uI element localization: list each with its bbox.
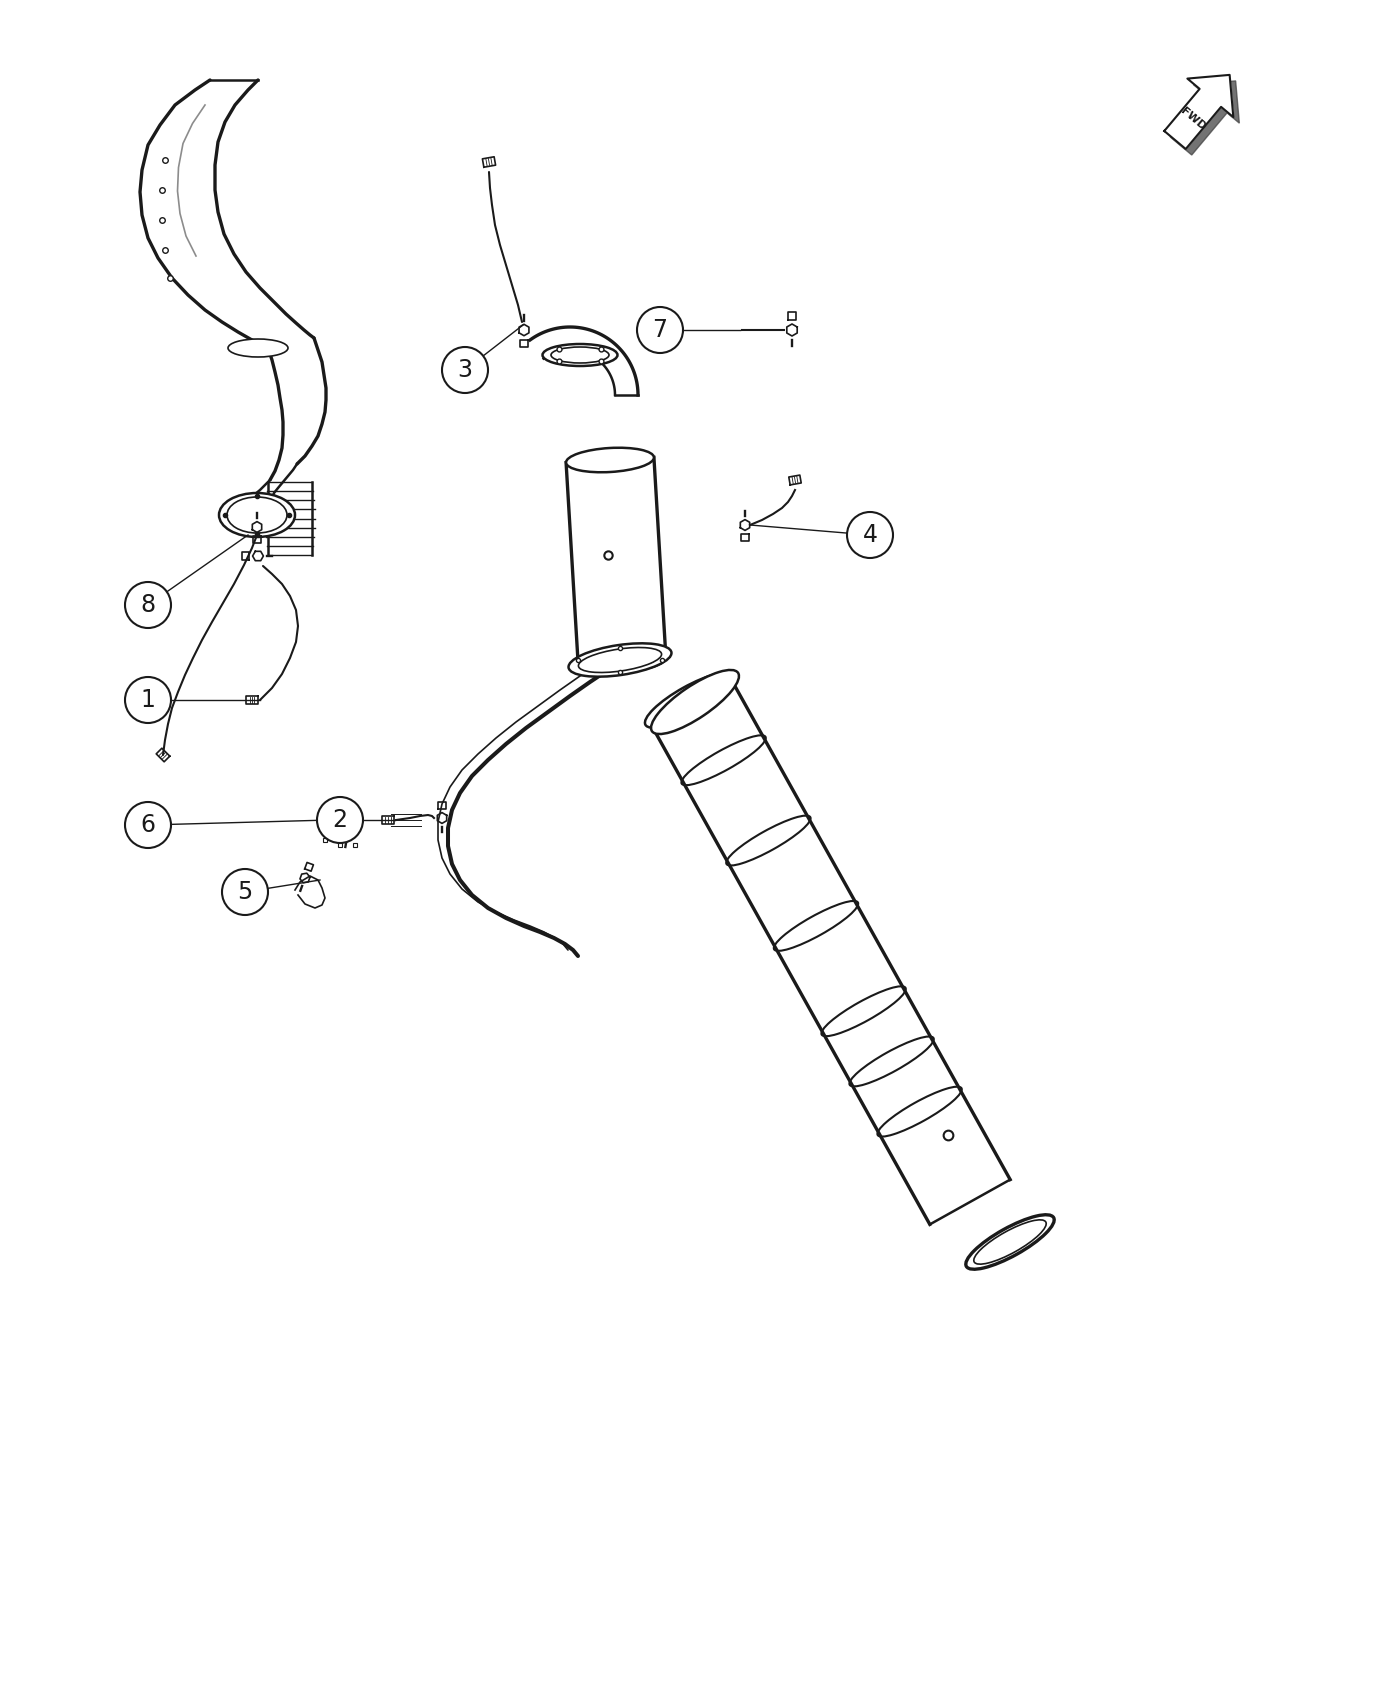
Ellipse shape bbox=[578, 648, 666, 672]
Ellipse shape bbox=[974, 1221, 1046, 1265]
Polygon shape bbox=[1165, 75, 1233, 150]
Ellipse shape bbox=[227, 496, 287, 534]
Text: FWD: FWD bbox=[1179, 105, 1207, 133]
Text: 8: 8 bbox=[140, 593, 155, 617]
Ellipse shape bbox=[543, 343, 617, 366]
Text: 3: 3 bbox=[458, 359, 473, 382]
Circle shape bbox=[125, 802, 171, 848]
Ellipse shape bbox=[651, 670, 739, 734]
Circle shape bbox=[125, 581, 171, 627]
Circle shape bbox=[637, 308, 683, 354]
Circle shape bbox=[223, 869, 267, 915]
Ellipse shape bbox=[218, 493, 295, 537]
Text: 4: 4 bbox=[862, 524, 878, 547]
Circle shape bbox=[316, 797, 363, 843]
Ellipse shape bbox=[568, 643, 672, 677]
Text: 7: 7 bbox=[652, 318, 668, 342]
Text: 6: 6 bbox=[140, 813, 155, 836]
Ellipse shape bbox=[228, 338, 288, 357]
Circle shape bbox=[125, 677, 171, 722]
Text: 5: 5 bbox=[238, 881, 252, 904]
Polygon shape bbox=[1170, 82, 1239, 155]
Ellipse shape bbox=[645, 672, 735, 728]
Ellipse shape bbox=[552, 347, 609, 364]
Ellipse shape bbox=[966, 1216, 1054, 1270]
Text: 1: 1 bbox=[140, 688, 155, 712]
Text: 2: 2 bbox=[333, 808, 347, 831]
Ellipse shape bbox=[588, 651, 657, 668]
Ellipse shape bbox=[566, 447, 654, 473]
Circle shape bbox=[847, 512, 893, 558]
Ellipse shape bbox=[578, 648, 662, 673]
Circle shape bbox=[442, 347, 489, 393]
